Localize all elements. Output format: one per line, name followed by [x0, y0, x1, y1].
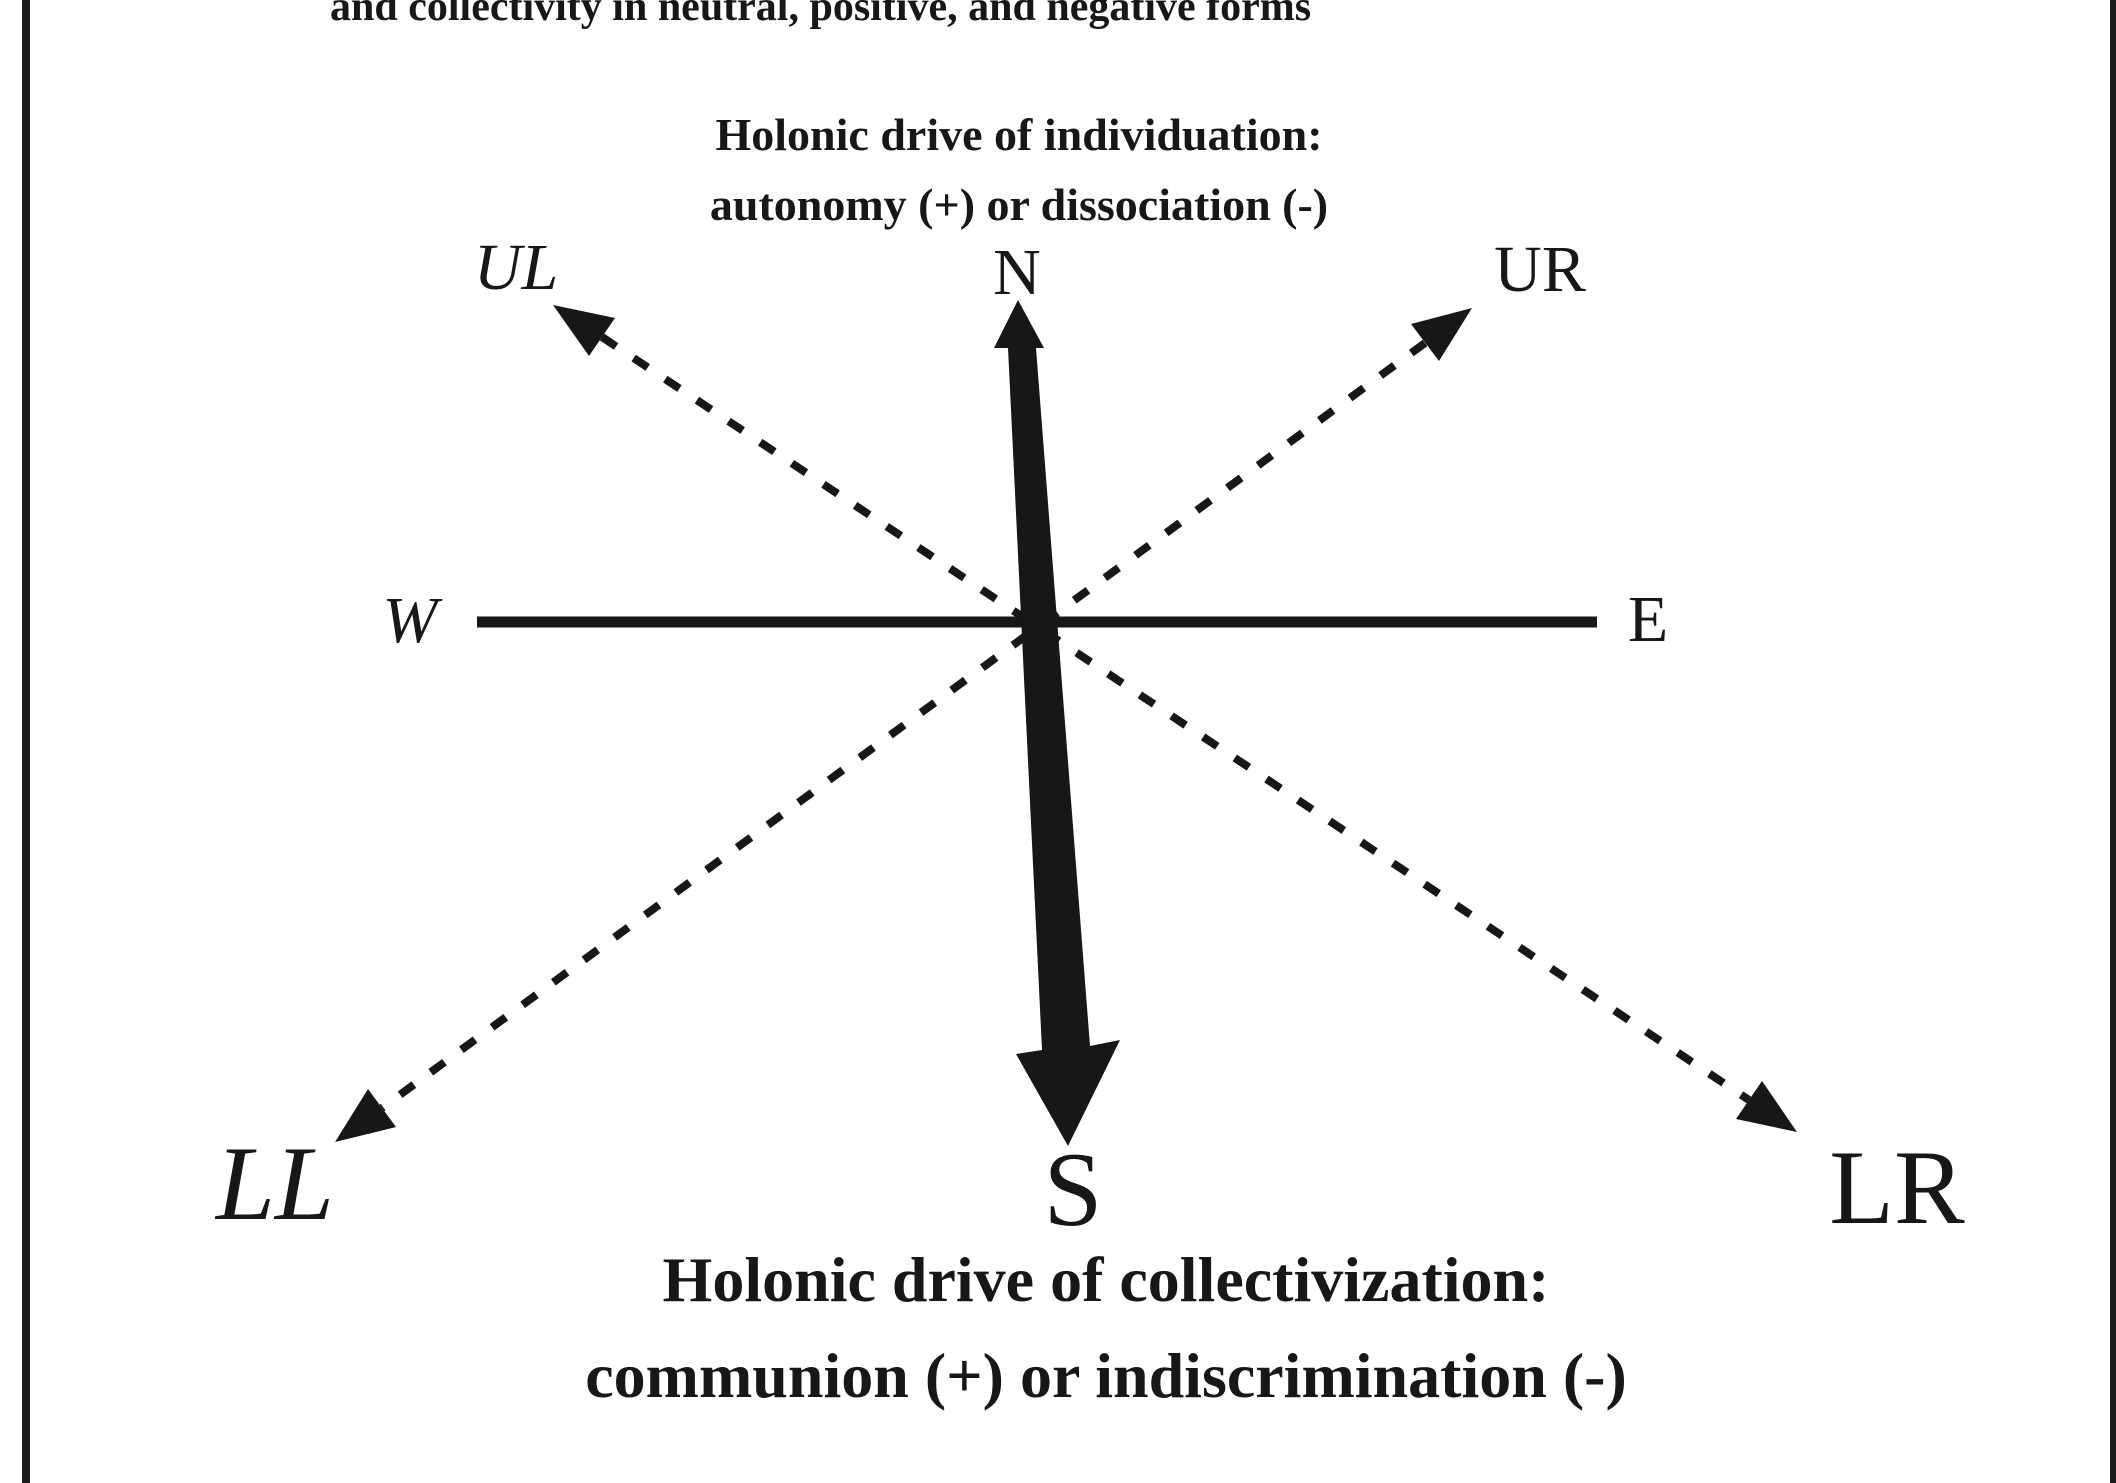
compass-label-north: N [993, 236, 1041, 309]
compass-label-upper-right: UR [1494, 233, 1586, 306]
arrowhead-lr-icon [1736, 1081, 1797, 1132]
compass-label-lower-right: LR [1829, 1129, 1965, 1246]
compass-label-west: W [382, 584, 438, 657]
compass-label-east: E [1627, 583, 1669, 656]
north-axis-label-line2: autonomy (+) or dissociation (-) [709, 179, 1329, 230]
arrowhead-ll-icon [335, 1089, 396, 1142]
south-axis-label: Holonic drive of collectivization: commu… [585, 1232, 1627, 1424]
ul-lr-dashed-line [599, 333, 1752, 1104]
south-axis-label-line1: Holonic drive of collectivization: [662, 1244, 1550, 1315]
top-caption-cut: and collectivity in neutral, positive, a… [330, 0, 1312, 30]
ur-ll-dashed-line [379, 339, 1428, 1112]
north-axis-label-line1: Holonic drive of individuation: [715, 109, 1323, 160]
page-frame-right-border [2110, 0, 2116, 1483]
north-axis-label: Holonic drive of individuation: autonomy… [710, 100, 1328, 240]
page-frame-left-border [22, 0, 30, 1483]
arrowhead-ur-icon [1411, 308, 1472, 361]
compass-label-upper-left: UL [473, 231, 559, 304]
compass-label-south: S [1043, 1131, 1103, 1248]
arrowhead-ul-icon [553, 305, 615, 356]
compass-label-lower-left: LL [216, 1125, 334, 1242]
north-south-thick-arrow [994, 300, 1120, 1146]
south-axis-label-line2: communion (+) or indiscrimination (-) [585, 1340, 1627, 1411]
